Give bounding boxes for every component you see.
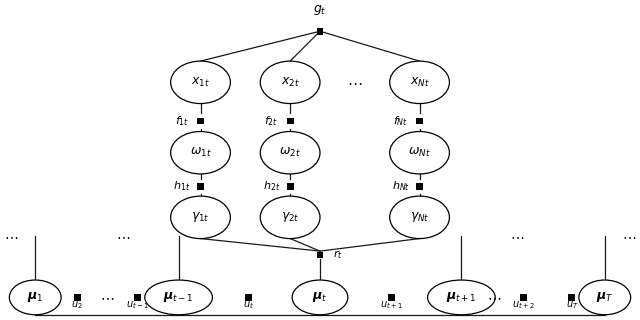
Ellipse shape	[171, 61, 230, 104]
Bar	[197, 117, 204, 124]
Text: $x_{Nt}$: $x_{Nt}$	[410, 76, 429, 89]
Text: $\boldsymbol{\mu}_{t-1}$: $\boldsymbol{\mu}_{t-1}$	[163, 290, 194, 304]
Text: $\boldsymbol{\mu}_T$: $\boldsymbol{\mu}_T$	[596, 290, 614, 304]
Text: $h_{Nt}$: $h_{Nt}$	[392, 180, 410, 193]
Text: $u_{t-1}$: $u_{t-1}$	[126, 299, 149, 311]
Text: $\gamma_{1t}$: $\gamma_{1t}$	[191, 210, 210, 224]
Bar	[416, 183, 423, 190]
Text: $\cdots$: $\cdots$	[487, 290, 501, 304]
Ellipse shape	[390, 132, 449, 174]
Ellipse shape	[145, 280, 212, 315]
Ellipse shape	[260, 61, 320, 104]
Text: $u_t$: $u_t$	[243, 299, 254, 311]
Ellipse shape	[292, 280, 348, 315]
Text: $f_{2t}$: $f_{2t}$	[264, 114, 278, 128]
Text: $\omega_{1t}$: $\omega_{1t}$	[189, 146, 211, 159]
Text: $\cdots$: $\cdots$	[100, 290, 114, 304]
Text: $\cdots$: $\cdots$	[510, 229, 524, 243]
Text: $u_{t+1}$: $u_{t+1}$	[380, 299, 403, 311]
Ellipse shape	[260, 132, 320, 174]
Bar	[317, 252, 323, 258]
Bar	[568, 294, 575, 301]
Text: $h_{1t}$: $h_{1t}$	[173, 180, 190, 193]
Text: $\omega_{2t}$: $\omega_{2t}$	[279, 146, 301, 159]
Text: $x_{1t}$: $x_{1t}$	[191, 76, 210, 89]
Bar	[287, 117, 294, 124]
Ellipse shape	[390, 61, 449, 104]
Ellipse shape	[428, 280, 495, 315]
Text: $u_{t+2}$: $u_{t+2}$	[512, 299, 534, 311]
Text: $\cdots$: $\cdots$	[116, 229, 130, 243]
Text: $u_T$: $u_T$	[566, 299, 579, 311]
Text: $g_t$: $g_t$	[313, 3, 327, 17]
Ellipse shape	[579, 280, 630, 315]
Text: $x_{2t}$: $x_{2t}$	[280, 76, 300, 89]
Text: $\cdots$: $\cdots$	[4, 229, 19, 243]
Bar	[416, 117, 423, 124]
Bar	[388, 294, 395, 301]
Text: $\gamma_{Nt}$: $\gamma_{Nt}$	[410, 210, 429, 224]
Text: $f_{1t}$: $f_{1t}$	[175, 114, 189, 128]
Bar	[74, 294, 81, 301]
Ellipse shape	[260, 196, 320, 239]
Bar	[134, 294, 141, 301]
Text: $\cdots$: $\cdots$	[621, 229, 636, 243]
Ellipse shape	[171, 132, 230, 174]
Bar	[520, 294, 527, 301]
Ellipse shape	[10, 280, 61, 315]
Ellipse shape	[390, 196, 449, 239]
Text: $f_{Nt}$: $f_{Nt}$	[393, 114, 408, 128]
Bar	[317, 28, 323, 35]
Bar	[287, 183, 294, 190]
Bar	[197, 183, 204, 190]
Bar	[245, 294, 252, 301]
Text: $\boldsymbol{\mu}_{t+1}$: $\boldsymbol{\mu}_{t+1}$	[446, 290, 477, 304]
Text: $\boldsymbol{\mu}_t$: $\boldsymbol{\mu}_t$	[312, 290, 328, 304]
Text: $r_t$: $r_t$	[333, 249, 343, 261]
Text: $\omega_{Nt}$: $\omega_{Nt}$	[408, 146, 431, 159]
Ellipse shape	[171, 196, 230, 239]
Text: $\gamma_{2t}$: $\gamma_{2t}$	[281, 210, 300, 224]
Text: $\cdots$: $\cdots$	[347, 75, 363, 90]
Text: $h_{2t}$: $h_{2t}$	[262, 180, 280, 193]
Text: $\boldsymbol{\mu}_1$: $\boldsymbol{\mu}_1$	[27, 290, 44, 304]
Text: $u_2$: $u_2$	[71, 299, 83, 311]
